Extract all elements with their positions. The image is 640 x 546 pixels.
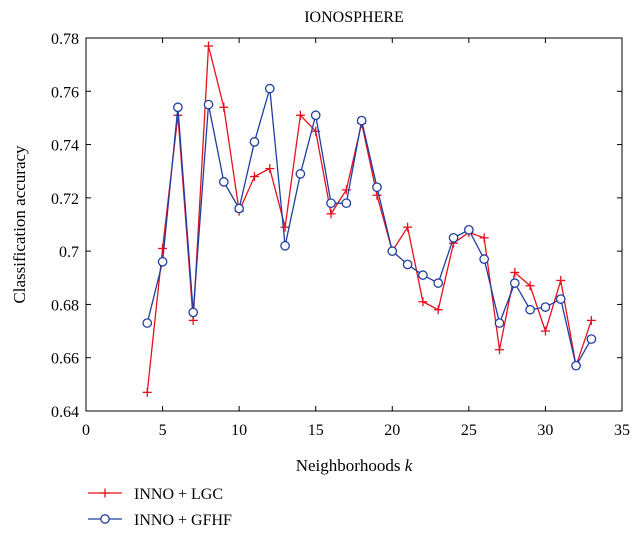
data-point [204,41,214,51]
data-point [264,83,275,94]
data-point [188,315,198,325]
data-point [540,302,551,312]
data-point [418,297,428,307]
data-point [556,275,566,285]
data-point [540,326,550,336]
data-point [433,278,444,288]
x-axis-label-text: Neighborhoods [296,456,401,475]
data-point [372,190,382,200]
x-tick-label: 5 [159,422,167,439]
data-point [464,224,474,235]
data-point [188,307,199,318]
legend-swatch-marker [100,514,110,524]
data-point [142,387,152,397]
y-tick-label: 0.74 [51,138,79,155]
data-point [433,305,443,315]
data-point [448,232,459,243]
data-point [525,304,535,315]
series-1 [142,83,597,371]
data-point [280,240,290,251]
legend-item: INNO + LGC [88,486,223,503]
y-tick-label: 0.7 [59,244,79,261]
data-point [403,222,413,232]
data-point [157,256,168,267]
x-tick-label: 30 [537,422,553,439]
x-tick-label: 20 [384,422,400,439]
data-point [571,360,581,371]
data-point [586,334,597,344]
y-tick-label: 0.68 [51,297,79,314]
x-tick-label: 25 [461,422,477,439]
data-point [158,243,168,253]
y-tick-label: 0.64 [51,404,79,421]
data-point [510,267,520,277]
x-tick-label: 15 [308,422,324,439]
legend: INNO + LGC INNO + GFHF [88,486,232,529]
legend-label: INNO + GFHF [134,512,232,529]
data-point [265,164,275,174]
x-tick-label: 35 [614,422,630,439]
data-point [295,110,305,120]
data-point [326,198,336,209]
data-point [586,315,596,325]
data-point [555,294,566,304]
data-point [494,345,504,355]
data-point [219,102,229,112]
data-point [249,172,259,182]
chart-title: IONOSPHERE [304,9,404,26]
data-point [372,182,382,193]
data-point [310,110,321,121]
x-axis-label: Neighborhoods k [296,456,413,475]
data-point [418,270,428,280]
data-point [218,177,229,187]
x-tick-label: 10 [231,422,247,439]
legend-swatch-marker [100,488,110,498]
y-tick-label: 0.66 [51,351,79,368]
legend-label: INNO + LGC [134,486,223,503]
legend-item: INNO + GFHF [88,512,232,529]
data-point [234,203,244,214]
data-point [295,169,306,179]
data-point [525,281,535,291]
data-point [249,137,260,147]
data-point [494,318,505,328]
data-point [173,102,183,113]
data-point [402,259,413,270]
y-axis-label: Classification accuracy [10,145,29,304]
series-line [146,45,592,393]
series-0 [142,41,596,397]
data-point [509,278,520,288]
data-point [142,318,153,328]
data-point [203,99,214,110]
data-point [341,198,352,209]
plot-frame [85,37,623,412]
data-point [387,246,398,256]
y-tick-label: 0.72 [51,191,79,208]
y-tick-label: 0.76 [51,84,79,101]
y-tick-label: 0.78 [51,31,79,48]
data-point [326,209,336,219]
x-axis-label-variable: k [405,456,413,475]
data-point [479,254,490,264]
data-point [280,222,290,232]
series-line [146,88,592,368]
x-tick-label: 0 [82,422,90,439]
data-point [356,115,367,126]
data-point [479,233,489,243]
